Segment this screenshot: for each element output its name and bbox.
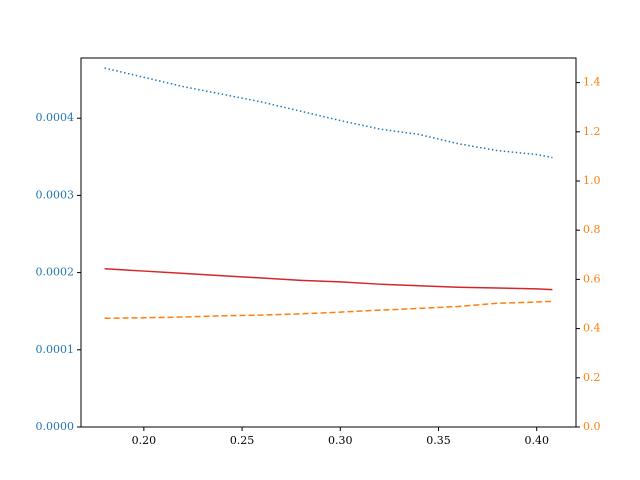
y2-tick-label: 0.2 xyxy=(583,371,601,384)
y-tick-label: 0.0002 xyxy=(36,266,75,279)
x-tick-label: 0.25 xyxy=(230,434,255,447)
x-tick-label: 0.40 xyxy=(524,434,549,447)
y2-tick-label: 1.2 xyxy=(583,125,601,138)
y2-tick-label: 1.0 xyxy=(583,174,601,187)
y2-tick-label: 0.8 xyxy=(583,223,601,236)
y-tick-label: 0.0001 xyxy=(36,343,75,356)
y2-tick-label: 0.4 xyxy=(583,322,601,335)
x-tick-label: 0.30 xyxy=(328,434,353,447)
y2-tick-label: 0.0 xyxy=(583,420,601,433)
line-series xyxy=(104,267,553,291)
line-series xyxy=(104,67,553,159)
y-tick-label: 0.0000 xyxy=(36,420,75,433)
plot-frame xyxy=(80,57,577,428)
y-tick-label: 0.0004 xyxy=(36,111,75,124)
y2-tick-label: 1.4 xyxy=(583,76,601,89)
x-tick-label: 0.20 xyxy=(132,434,157,447)
y2-tick-label: 0.6 xyxy=(583,272,601,285)
line-series xyxy=(104,300,553,320)
x-tick-label: 0.35 xyxy=(426,434,451,447)
y-tick-label: 0.0003 xyxy=(36,188,75,201)
